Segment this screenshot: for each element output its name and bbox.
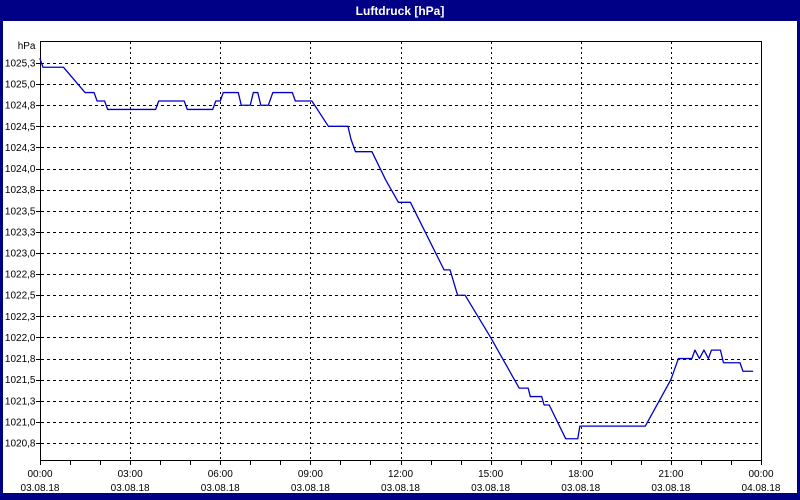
x-tick-date-label: 03.08.18 — [651, 483, 690, 493]
axes-and-grid — [36, 41, 762, 465]
x-tick-date-label: 04.08.18 — [742, 483, 781, 493]
y-tick-label: 1022,3 — [5, 312, 36, 323]
horizontal-gridlines — [41, 63, 760, 444]
x-tick-time-label: 09:00 — [298, 469, 323, 480]
y-tick-label: 1021,3 — [5, 396, 36, 407]
x-tick-date-label: 03.08.18 — [21, 483, 60, 493]
x-tick-date-label: 03.08.18 — [291, 483, 330, 493]
plot-border — [40, 41, 762, 461]
y-tick-label: 1023,3 — [5, 227, 36, 238]
y-tick-label: 1022,5 — [5, 291, 36, 302]
x-axis-labels: 00:00 03.08.18 03:00 03.08.18 06:00 03.08.18 0… — [21, 469, 781, 494]
pressure-line-chart: 1025,3 1025,0 1024,8 1024,5 1024,3 1024,0 1023… — [5, 41, 781, 494]
window-title: Luftdruck [hPa] — [355, 3, 445, 18]
y-tick-label: 1025,0 — [5, 80, 36, 91]
x-tick-time-label: 12:00 — [388, 469, 413, 480]
y-tick-label: 1021,8 — [5, 354, 36, 365]
x-tick-time-label: 21:00 — [658, 469, 683, 480]
x-tick-date-label: 03.08.18 — [471, 483, 510, 493]
y-tick-label: 1022,0 — [5, 333, 36, 344]
vertical-gridlines — [130, 42, 672, 459]
x-tick-date-label: 03.08.18 — [111, 483, 150, 493]
y-axis-tick-labels: 1025,3 1025,0 1024,8 1024,5 1024,3 1024,0 1023… — [5, 59, 36, 450]
y-tick-label: 1022,8 — [5, 270, 36, 281]
y-tick-label: 1020,8 — [5, 439, 36, 450]
x-tick-time-label: 06:00 — [208, 469, 233, 480]
y-tick-label: 1023,8 — [5, 185, 36, 196]
x-tick-time-label: 15:00 — [478, 469, 503, 480]
x-tick-date-label: 03.08.18 — [201, 483, 240, 493]
x-tick-time-label: 18:00 — [568, 469, 593, 480]
y-tick-label: 1021,0 — [5, 417, 36, 428]
x-tick-time-label: 03:00 — [118, 469, 143, 480]
title-bar: Luftdruck [hPa] — [0, 0, 800, 21]
y-tick-label: 1023,5 — [5, 206, 36, 217]
chart-panel: 1025,3 1025,0 1024,8 1024,5 1024,3 1024,0 1023… — [3, 21, 797, 494]
x-tick-time-label: 00:00 — [27, 469, 52, 480]
y-tick-label: 1024,8 — [5, 101, 36, 112]
x-tick-time-label: 00:00 — [748, 469, 773, 480]
y-tick-label: 1024,0 — [5, 164, 36, 175]
y-tick-label: 1025,3 — [5, 59, 36, 70]
y-tick-label: 1021,5 — [5, 375, 36, 386]
y-axis-unit-label: hPa — [18, 41, 36, 52]
y-tick-label: 1024,5 — [5, 122, 36, 133]
y-tick-label: 1023,0 — [5, 249, 36, 260]
x-tick-date-label: 03.08.18 — [561, 483, 600, 493]
pressure-series-line — [39, 58, 754, 440]
y-tick-label: 1024,3 — [5, 143, 36, 154]
x-tick-date-label: 03.08.18 — [381, 483, 420, 493]
